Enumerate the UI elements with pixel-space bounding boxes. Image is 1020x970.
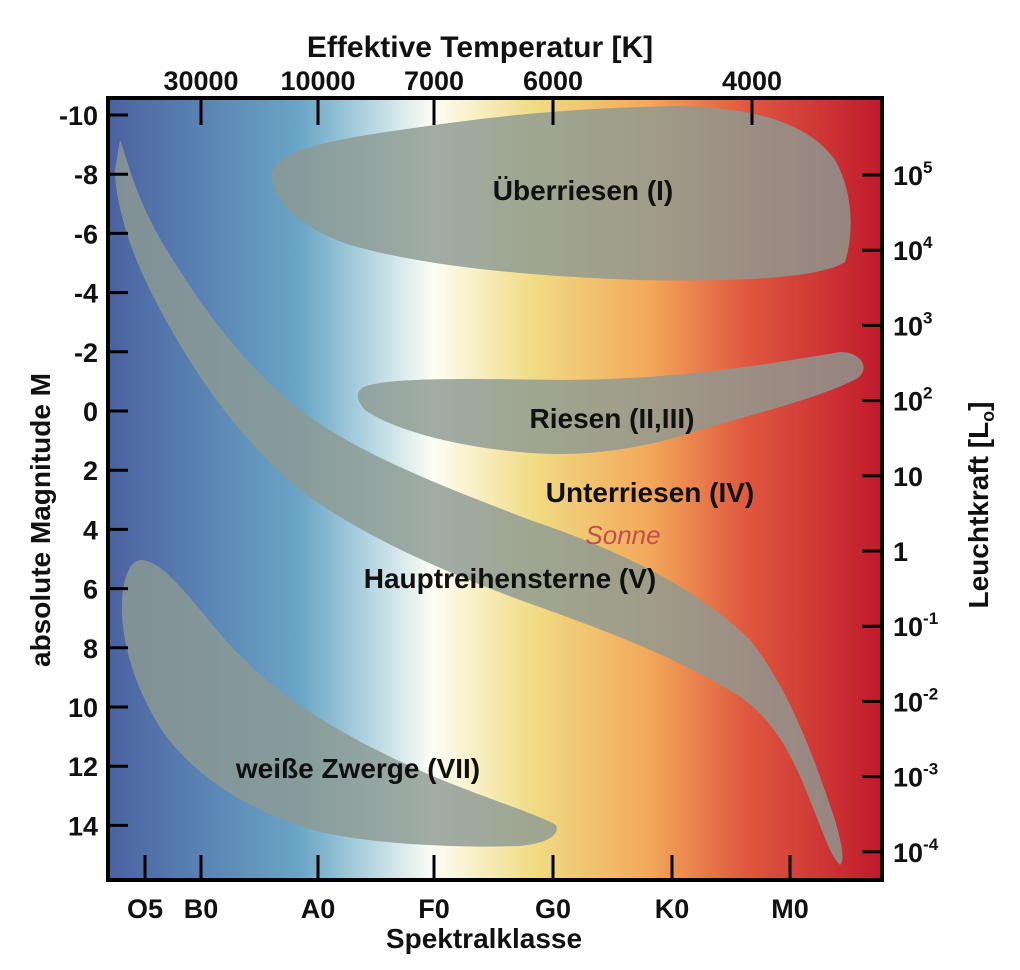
plot-frame <box>106 96 884 882</box>
magnitude-tick-label: -8 <box>74 160 98 190</box>
magnitude-tick-label: 10 <box>68 693 98 723</box>
magnitude-tick-label: -10 <box>59 101 98 131</box>
luminosity-tick-label: 10-3 <box>893 760 938 793</box>
magnitude-tick-label: -2 <box>74 338 98 368</box>
temperature-tick-label: 6000 <box>523 66 583 96</box>
label-giants: Riesen (II,III) <box>530 403 695 434</box>
temperature-tick-label: 4000 <box>722 66 782 96</box>
luminosity-tick-label: 1 <box>893 537 908 567</box>
spectral-tick-label: B0 <box>184 894 219 924</box>
magnitude-tick-label: 8 <box>83 634 98 664</box>
axis-ticks <box>108 98 882 880</box>
top-axis-title: Effektive Temperatur [K] <box>307 31 653 64</box>
label-sun: Sonne <box>585 520 660 550</box>
label-main-sequence: Hauptreihensterne (V) <box>364 563 657 594</box>
spectral-tick-label: M0 <box>771 894 809 924</box>
label-subgiants: Unterriesen (IV) <box>546 477 755 508</box>
magnitude-tick-label: 4 <box>83 515 98 545</box>
luminosity-tick-label: 10-4 <box>893 835 939 868</box>
magnitude-tick-label: 12 <box>68 752 98 782</box>
luminosity-tick-label: 10-2 <box>893 684 938 717</box>
magnitude-tick-label: -4 <box>74 279 98 309</box>
right-axis-title: Leuchtkraft [Lo] <box>963 401 998 608</box>
luminosity-tick-label: 105 <box>893 158 933 191</box>
spectral-tick-label: A0 <box>301 894 336 924</box>
temperature-tick-label: 7000 <box>404 66 464 96</box>
magnitude-tick-label: 2 <box>83 456 98 486</box>
spectral-tick-label: G0 <box>535 894 571 924</box>
left-axis-title: absolute Magnitude M <box>25 373 56 667</box>
luminosity-tick-label: 10-1 <box>893 609 938 642</box>
temperature-tick-label: 30000 <box>163 66 238 96</box>
region-giants <box>357 352 864 454</box>
luminosity-tick-label: 102 <box>893 384 933 417</box>
luminosity-tick-label: 10 <box>893 462 923 492</box>
magnitude-tick-label: -6 <box>74 219 98 249</box>
region-supergiants <box>271 106 851 281</box>
x-axis-title: Spektralklasse <box>386 923 582 954</box>
temperature-tick-label: 10000 <box>280 66 355 96</box>
spectral-tick-label: K0 <box>655 894 690 924</box>
magnitude-tick-label: 0 <box>83 397 98 427</box>
luminosity-tick-label: 104 <box>893 233 933 266</box>
region-white-dwarfs <box>121 560 557 847</box>
magnitude-tick-label: 14 <box>68 811 98 841</box>
label-supergiants: Überriesen (I) <box>493 175 674 206</box>
region-main-sequence <box>115 140 843 865</box>
spectral-tick-label: F0 <box>418 894 450 924</box>
label-white-dwarfs: weiße Zwerge (VII) <box>235 753 480 784</box>
magnitude-tick-label: 6 <box>83 575 98 605</box>
luminosity-tick-label: 103 <box>893 308 933 341</box>
spectral-tick-label: O5 <box>127 894 163 924</box>
